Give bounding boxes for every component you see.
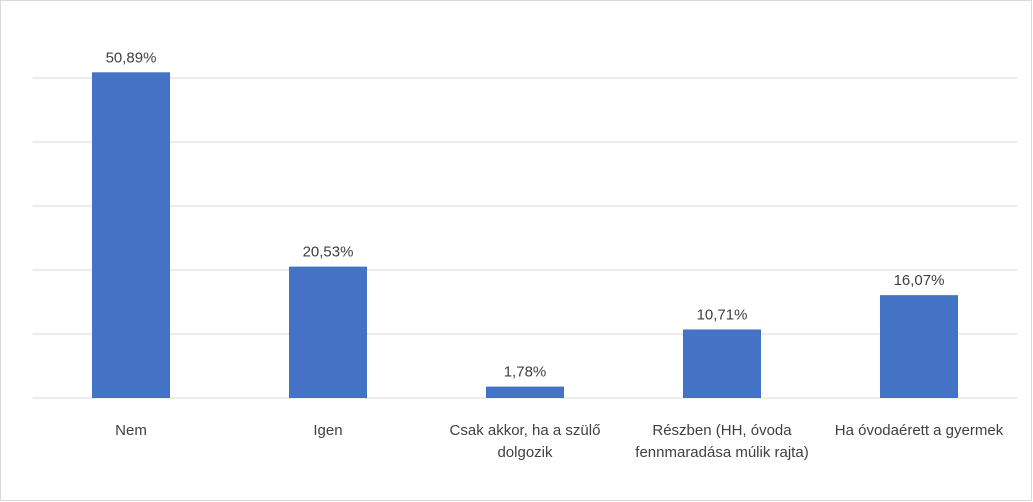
value-label: 50,89% [106,49,157,66]
bar [683,329,761,398]
value-label: 10,71% [697,306,748,323]
x-tick-label: Részben (HH, óvoda fennmaradása múlik ra… [635,422,809,461]
bar [289,266,367,398]
x-tick-label: Ha óvodaérett a gyermek [834,422,1004,439]
bar [880,295,958,398]
x-tick-label: Nem [115,422,147,439]
value-label: 20,53% [303,244,354,261]
bar [92,72,170,398]
value-label: 1,78% [504,364,547,381]
value-label: 16,07% [894,272,945,289]
x-tick-label: Csak akkor, ha a szülő dolgozik [449,422,601,461]
x-tick-label: Igen [313,422,343,439]
bar [486,386,564,398]
